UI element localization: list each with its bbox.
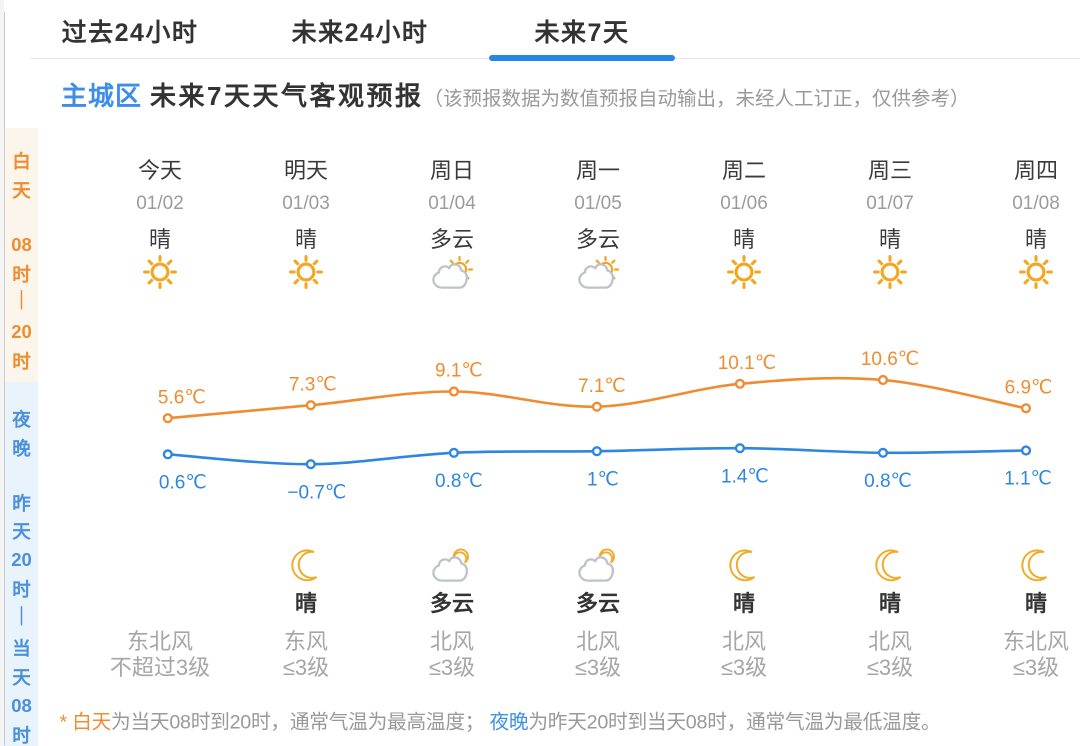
svg-text:9.1℃: 9.1℃	[435, 361, 483, 382]
svg-text:0.8℃: 0.8℃	[435, 471, 483, 492]
svg-text:7.3℃: 7.3℃	[289, 374, 337, 395]
svg-text:5.6℃: 5.6℃	[158, 387, 206, 408]
svg-text:1℃: 1℃	[587, 469, 619, 490]
svg-text:1.1℃: 1.1℃	[1004, 469, 1052, 490]
svg-text:7.1℃: 7.1℃	[578, 376, 626, 397]
svg-text:0.6℃: 0.6℃	[159, 473, 207, 494]
svg-text:6.9℃: 6.9℃	[1005, 378, 1053, 399]
svg-text:0.8℃: 0.8℃	[864, 471, 912, 492]
svg-text:10.1℃: 10.1℃	[718, 353, 776, 374]
svg-text:1.4℃: 1.4℃	[721, 466, 769, 487]
svg-text:10.6℃: 10.6℃	[861, 349, 919, 370]
svg-text:−0.7℃: −0.7℃	[287, 482, 346, 503]
